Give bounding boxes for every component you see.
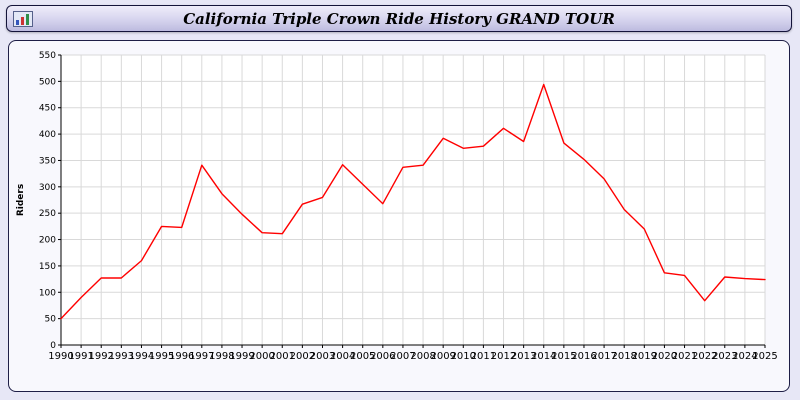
- svg-text:1992: 1992: [88, 351, 113, 362]
- svg-text:2010: 2010: [451, 351, 476, 362]
- svg-text:2008: 2008: [410, 351, 435, 362]
- svg-text:2016: 2016: [571, 351, 596, 362]
- svg-text:350: 350: [39, 156, 56, 166]
- svg-text:2003: 2003: [310, 351, 335, 362]
- svg-text:1996: 1996: [169, 351, 194, 362]
- svg-text:2002: 2002: [290, 351, 315, 362]
- svg-text:2007: 2007: [390, 351, 415, 362]
- svg-text:300: 300: [39, 183, 56, 193]
- svg-text:1995: 1995: [149, 351, 174, 362]
- y-axis-title: Riders: [16, 184, 26, 216]
- svg-text:2024: 2024: [732, 351, 757, 362]
- svg-text:1997: 1997: [189, 351, 214, 362]
- svg-text:1994: 1994: [129, 351, 154, 362]
- svg-text:2019: 2019: [632, 351, 657, 362]
- chart-title: California Triple Crown Ride History GRA…: [183, 9, 615, 28]
- svg-text:1999: 1999: [229, 351, 254, 362]
- svg-text:50: 50: [45, 315, 57, 325]
- svg-text:2009: 2009: [430, 351, 455, 362]
- svg-text:1998: 1998: [209, 351, 234, 362]
- svg-text:2001: 2001: [270, 351, 295, 362]
- svg-text:2006: 2006: [370, 351, 395, 362]
- svg-text:1990: 1990: [48, 351, 73, 362]
- svg-text:2011: 2011: [471, 351, 496, 362]
- data-line: [60, 83, 766, 320]
- svg-text:0: 0: [50, 341, 56, 351]
- svg-text:2020: 2020: [652, 351, 677, 362]
- svg-text:500: 500: [39, 77, 56, 87]
- svg-text:2022: 2022: [692, 351, 717, 362]
- svg-text:2023: 2023: [712, 351, 737, 362]
- chart-panel: 0 50 100 150 200 250 300 350 400 450 500 550 1990 199…: [8, 40, 790, 392]
- svg-text:200: 200: [39, 236, 56, 246]
- y-tick-labels: 0 50 100 150 200 250 300 350 400 450 500 550: [39, 51, 56, 351]
- svg-text:450: 450: [39, 104, 56, 114]
- svg-text:2000: 2000: [249, 351, 274, 362]
- svg-text:2004: 2004: [330, 351, 355, 362]
- svg-text:150: 150: [39, 262, 56, 272]
- axes: [58, 54, 766, 348]
- svg-text:250: 250: [39, 209, 56, 219]
- svg-text:2005: 2005: [350, 351, 375, 362]
- svg-text:2017: 2017: [591, 351, 616, 362]
- svg-text:2025: 2025: [752, 351, 777, 362]
- svg-text:2015: 2015: [551, 351, 576, 362]
- svg-text:2012: 2012: [491, 351, 516, 362]
- svg-text:100: 100: [39, 288, 56, 298]
- x-tick-labels: 1990199119921993199419951996199719981999…: [48, 351, 777, 362]
- svg-text:400: 400: [39, 130, 56, 140]
- svg-text:550: 550: [39, 51, 56, 61]
- svg-text:1991: 1991: [68, 351, 93, 362]
- svg-text:2021: 2021: [672, 351, 697, 362]
- svg-text:2013: 2013: [511, 351, 536, 362]
- svg-text:2018: 2018: [611, 351, 636, 362]
- line-chart: 0501001502002503003504004505005501990199…: [16, 51, 778, 362]
- header-logo-icon: [13, 10, 33, 27]
- svg-text:1993: 1993: [109, 351, 134, 362]
- title-bar: California Triple Crown Ride History GRA…: [6, 5, 792, 32]
- gridlines: [61, 54, 766, 345]
- svg-text:2014: 2014: [531, 351, 556, 362]
- plot-area: [61, 55, 765, 345]
